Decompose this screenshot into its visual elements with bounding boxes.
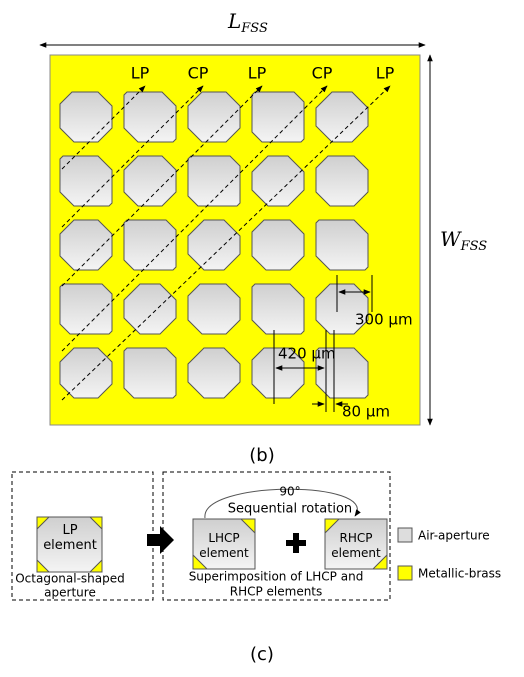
aperture (315, 155, 369, 207)
aperture (251, 347, 305, 399)
diagonal-line (61, 85, 391, 401)
aperture (123, 347, 177, 399)
element-label: LP element (43, 523, 97, 553)
aperture (59, 283, 113, 335)
legend-label: Metallic-brass (418, 567, 501, 581)
aperture (251, 91, 305, 143)
aperture (187, 347, 241, 399)
aperture (315, 91, 369, 143)
aperture (187, 91, 241, 143)
aperture (251, 283, 305, 335)
legend-swatch (397, 565, 413, 581)
diagonal-label: CP (312, 64, 333, 83)
dimension-lines (273, 275, 373, 412)
caption: (b) (249, 445, 274, 466)
rotation-arrow (204, 488, 361, 519)
legend-swatch (397, 527, 413, 543)
aperture (315, 347, 369, 399)
plus (286, 533, 306, 553)
dimension: 420 μm (278, 345, 336, 363)
aperture (123, 283, 177, 335)
rhcp-shape (324, 518, 388, 570)
legend-label: Air-aperture (418, 529, 490, 543)
arrow (147, 526, 174, 554)
caption-line: aperture (44, 586, 96, 600)
caption-line: RHCP elements (230, 585, 323, 599)
width-label: LFSS (227, 9, 268, 36)
aperture (315, 219, 369, 271)
aperture (123, 155, 177, 207)
diagonal-line (61, 85, 263, 287)
aperture (315, 283, 369, 335)
diagonal-label: LP (376, 64, 395, 83)
dimension: 80 μm (342, 403, 390, 421)
aperture (123, 219, 177, 271)
diagonal-label: LP (248, 64, 267, 83)
aperture-grid (59, 91, 369, 399)
aperture (59, 347, 113, 399)
diagonal-line (61, 85, 146, 170)
dimension: 300 μm (355, 311, 413, 329)
aperture (251, 219, 305, 271)
caption-line: Superimposition of LHCP and (189, 570, 364, 584)
diagonal-line (61, 85, 204, 228)
caption-line: Octagonal-shaped (15, 572, 125, 586)
aperture (59, 219, 113, 271)
aperture (187, 155, 241, 207)
caption: (c) (250, 644, 274, 665)
diagonal-label: LP (131, 64, 150, 83)
aperture (59, 155, 113, 207)
height-label: WFSS (440, 227, 487, 254)
lp-element-shape (36, 516, 103, 573)
angle: 90° (279, 485, 300, 499)
diagonal-label: CP (188, 64, 209, 83)
diagonals: LP CP LP CP LP (61, 64, 395, 401)
element-label: LHCP element (199, 531, 249, 560)
aperture (187, 219, 241, 271)
aperture (59, 91, 113, 143)
rotation-label: Sequential rotation (228, 502, 352, 517)
aperture (251, 155, 305, 207)
element-label: RHCP element (331, 531, 381, 560)
aperture (123, 91, 177, 143)
aperture (187, 283, 241, 335)
lhcp-shape (192, 518, 256, 570)
